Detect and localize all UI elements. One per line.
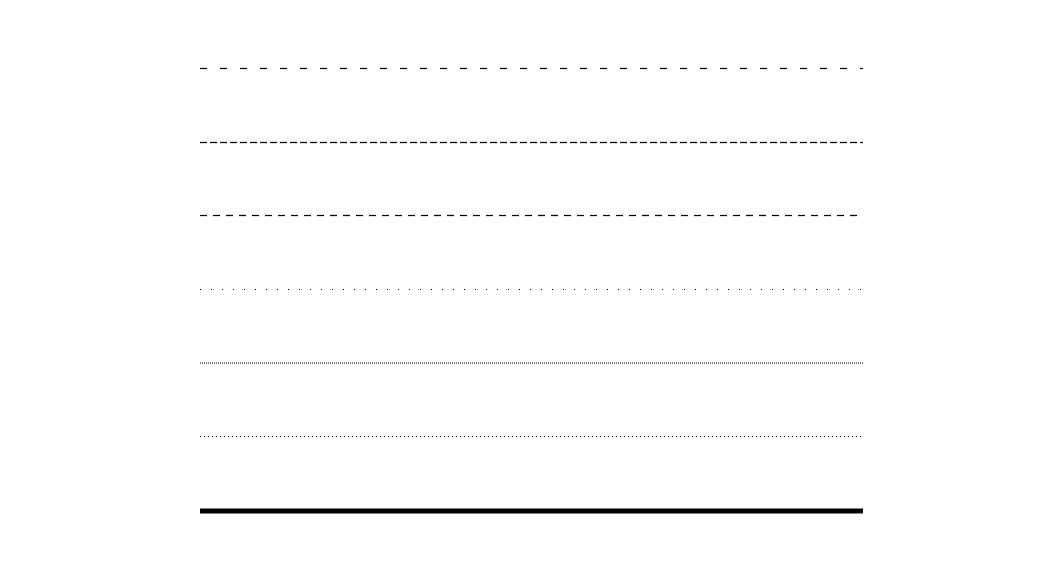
line-style-sample-page — [200, 67, 863, 514]
line-style-samples — [200, 67, 863, 514]
